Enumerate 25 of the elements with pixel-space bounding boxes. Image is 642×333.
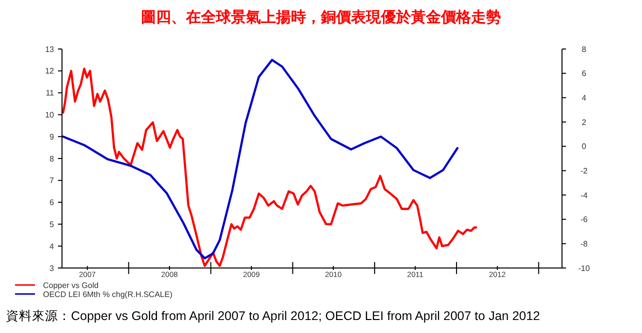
y-tick-label: 12 [45, 66, 55, 76]
y-tick-label: 5 [50, 220, 55, 229]
y-tick-label: 9 [50, 132, 55, 142]
y-tick-label: 3 [50, 264, 55, 273]
y2-tick-label: -10 [578, 264, 590, 273]
chart-title: 圖四、在全球景氣上揚時，銅價表現優於黃金價格走勢 [141, 9, 501, 26]
y-tick-label: 8 [50, 154, 55, 164]
y2-tick-label: -8 [580, 239, 588, 248]
legend-label: OECD LEI 6Mth % chg(R.H.SCALE) [43, 290, 173, 299]
legend-label: Copper vs Gold [43, 280, 99, 290]
source-note: 資料來源：Copper vs Gold from April 2007 to April 2012; OECD LEI from April 2007 to Jan 2012 [6, 309, 540, 323]
y-tick-label: 6 [50, 198, 55, 208]
y-tick-label: 4 [50, 242, 55, 251]
y2-tick-label: 2 [582, 118, 587, 127]
y2-tick-label: 4 [582, 93, 587, 102]
y2-tick-label: 6 [582, 69, 587, 78]
y2-tick-label: -2 [580, 166, 588, 176]
y-tick-label: 13 [45, 44, 55, 54]
y-tick-label: 10 [45, 110, 55, 120]
y-tick-label: 7 [50, 176, 55, 186]
y2-tick-label: -6 [580, 215, 588, 224]
y-tick-label: 11 [46, 88, 55, 98]
y2-tick-label: 0 [582, 142, 587, 152]
y2-tick-label: 8 [582, 44, 587, 54]
y2-tick-label: -4 [580, 190, 588, 200]
